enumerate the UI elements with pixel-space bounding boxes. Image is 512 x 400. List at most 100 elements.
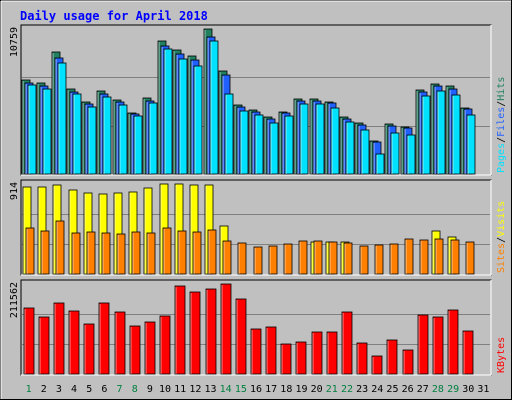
side-label-kbytes: KBytes xyxy=(496,337,507,373)
bar-sites-day-25 xyxy=(389,243,399,275)
bar-sites-day-17 xyxy=(268,245,278,275)
bar-sites-day-10 xyxy=(162,227,172,275)
bar-sites-day-28 xyxy=(434,238,444,275)
bar-sites-day-16 xyxy=(253,246,263,275)
bar-kbytes-day-7 xyxy=(114,311,126,375)
bar-sites-day-23 xyxy=(359,245,369,275)
x-tick-label-24: 24 xyxy=(371,384,383,395)
panel-sites-side-label: Sites/Visits xyxy=(496,201,507,273)
panel-kbytes-max-label: 211562 xyxy=(9,282,20,318)
bar-pages-day-22 xyxy=(345,121,355,175)
x-tick-label-9: 9 xyxy=(147,384,153,395)
bar-pages-day-30 xyxy=(466,114,476,175)
bar-kbytes-day-5 xyxy=(83,323,95,375)
x-tick-label-22: 22 xyxy=(341,384,353,395)
bar-kbytes-day-25 xyxy=(386,339,398,375)
side-label-hits: Hits xyxy=(496,77,507,101)
bar-sites-day-19 xyxy=(298,240,308,275)
side-label-sites: Sites xyxy=(496,243,507,273)
bar-sites-day-11 xyxy=(177,230,187,275)
chart-title: Daily usage for April 2018 xyxy=(20,9,208,23)
side-label-visits: Visits xyxy=(496,201,507,237)
x-tick-label-28: 28 xyxy=(432,384,444,395)
bar-pages-day-18 xyxy=(284,115,294,175)
bar-kbytes-day-23 xyxy=(356,342,368,375)
bar-kbytes-day-12 xyxy=(189,291,201,375)
bar-kbytes-day-21 xyxy=(326,331,338,375)
x-tick-label-15: 15 xyxy=(235,384,247,395)
bar-sites-day-1 xyxy=(25,227,35,275)
bar-sites-day-8 xyxy=(131,231,141,275)
bar-kbytes-day-11 xyxy=(174,285,186,375)
bar-sites-day-21 xyxy=(328,241,338,275)
x-tick-label-17: 17 xyxy=(265,384,277,395)
bar-kbytes-day-16 xyxy=(250,328,262,375)
bar-pages-day-9 xyxy=(148,102,158,175)
bar-sites-day-18 xyxy=(283,243,293,275)
x-tick-label-25: 25 xyxy=(386,384,398,395)
bar-kbytes-day-3 xyxy=(53,302,65,375)
bar-pages-day-3 xyxy=(57,62,67,175)
side-label-text: Sites/Visits xyxy=(496,201,507,273)
bar-pages-day-1 xyxy=(27,84,37,175)
bar-pages-day-2 xyxy=(42,88,52,175)
panel-kbytes: 211562 KBytes xyxy=(9,279,507,376)
bar-sites-day-6 xyxy=(101,232,111,275)
bar-sites-day-30 xyxy=(465,241,475,275)
side-label-files: Files xyxy=(496,107,507,137)
bar-sites-day-9 xyxy=(146,232,156,275)
x-tick-label-4: 4 xyxy=(71,384,77,395)
bar-kbytes-day-29 xyxy=(447,309,459,375)
bar-pages-day-19 xyxy=(299,103,309,175)
bar-pages-day-10 xyxy=(163,48,173,175)
bar-sites-day-12 xyxy=(192,231,202,275)
side-label-pages: Pages xyxy=(496,143,507,173)
bar-sites-day-29 xyxy=(450,239,460,275)
side-label-text: Pages/Files/Hits xyxy=(496,77,507,173)
bar-pages-day-20 xyxy=(315,103,325,175)
bar-kbytes-day-24 xyxy=(371,355,383,375)
bar-pages-day-16 xyxy=(254,114,264,175)
x-tick-label-21: 21 xyxy=(326,384,338,395)
bar-pages-day-29 xyxy=(451,94,461,175)
bar-sites-day-7 xyxy=(116,233,126,275)
x-tick-label-7: 7 xyxy=(117,384,123,395)
bar-pages-day-23 xyxy=(360,129,370,175)
bar-kbytes-day-27 xyxy=(417,314,429,375)
bar-sites-day-4 xyxy=(71,232,81,275)
bar-sites-day-5 xyxy=(86,231,96,275)
bar-sites-day-2 xyxy=(40,230,50,275)
bar-kbytes-day-10 xyxy=(159,315,171,375)
bar-pages-day-25 xyxy=(390,132,400,175)
bar-pages-day-28 xyxy=(436,90,446,175)
x-tick-label-18: 18 xyxy=(280,384,292,395)
bar-kbytes-day-2 xyxy=(38,316,50,375)
bar-pages-day-13 xyxy=(209,40,219,175)
x-tick-label-11: 11 xyxy=(174,384,186,395)
bar-kbytes-day-20 xyxy=(311,331,323,375)
x-tick-label-6: 6 xyxy=(101,384,107,395)
bar-pages-day-8 xyxy=(133,115,143,175)
bar-pages-day-24 xyxy=(375,153,385,175)
panel-traffic: 10759 Pages/Files/Hits xyxy=(9,24,507,176)
x-tick-label-10: 10 xyxy=(159,384,171,395)
bar-kbytes-day-13 xyxy=(205,288,217,375)
x-tick-label-23: 23 xyxy=(356,384,368,395)
x-tick-label-2: 2 xyxy=(41,384,47,395)
bar-pages-day-6 xyxy=(102,96,112,175)
bar-pages-day-7 xyxy=(118,104,128,175)
x-tick-label-13: 13 xyxy=(204,384,216,395)
bar-pages-day-17 xyxy=(269,122,279,175)
bar-kbytes-day-30 xyxy=(462,330,474,375)
panel-kbytes-side-label: KBytes xyxy=(496,337,507,373)
bar-kbytes-day-18 xyxy=(280,343,292,375)
x-tick-label-5: 5 xyxy=(86,384,92,395)
bar-pages-day-21 xyxy=(330,107,340,175)
bar-pages-day-12 xyxy=(193,65,203,175)
x-tick-label-20: 20 xyxy=(311,384,323,395)
bar-kbytes-day-6 xyxy=(98,302,110,375)
x-tick-label-3: 3 xyxy=(56,384,62,395)
bar-kbytes-day-17 xyxy=(265,326,277,375)
